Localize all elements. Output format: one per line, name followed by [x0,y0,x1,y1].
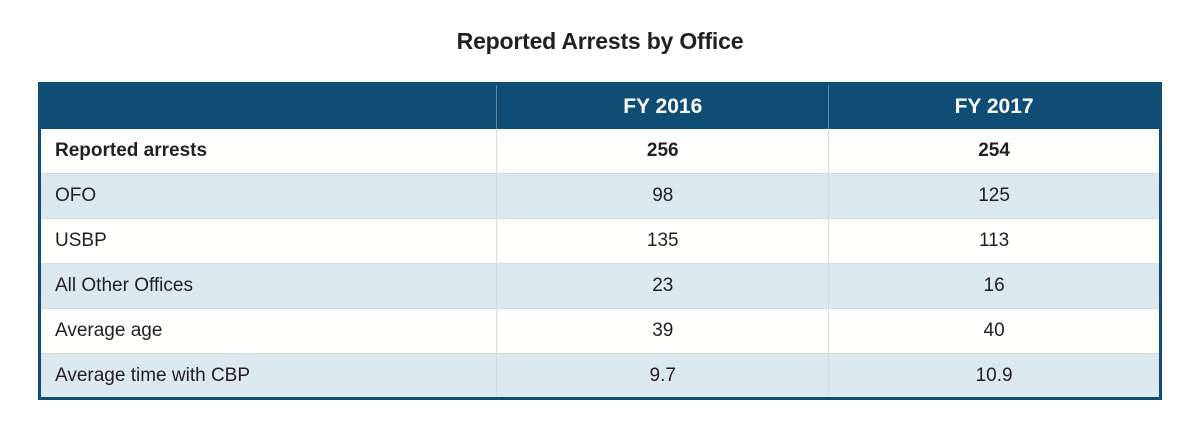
chart-title: Reported Arrests by Office [456,28,744,54]
value-fy2017: 113 [828,218,1161,264]
table-row-ofo: OFO 98 125 [39,173,1161,219]
value-fy2017: 16 [828,263,1161,309]
reported-arrests-table: FY 2016 FY 2017 Reported arrests 256 254… [38,82,1162,400]
table-row-reported-arrests: Reported arrests 256 254 [39,128,1161,174]
row-label: Average age [39,308,497,354]
value-fy2017: 125 [828,173,1161,219]
value-fy2017: 10.9 [828,353,1161,399]
value-fy2017: 40 [828,308,1161,354]
value-fy2016: 23 [496,263,829,309]
row-label: Reported arrests [39,128,497,174]
value-fy2016: 39 [496,308,829,354]
row-label: OFO [39,173,497,219]
table-row-usbp: USBP 135 113 [39,218,1161,264]
table-header: FY 2016 FY 2017 [39,83,1161,129]
value-fy2016: 135 [496,218,829,264]
table-row-all-other-offices: All Other Offices 23 16 [39,263,1161,309]
header-cell-fy2016: FY 2016 [496,83,829,129]
table-row-average-time-with-cbp: Average time with CBP 9.7 10.9 [39,353,1161,399]
value-fy2017: 254 [828,128,1161,174]
row-label: All Other Offices [39,263,497,309]
header-cell-label [39,83,497,129]
header-row: FY 2016 FY 2017 [39,83,1161,129]
table-row-average-age: Average age 39 40 [39,308,1161,354]
value-fy2016: 98 [496,173,829,219]
table-body: Reported arrests 256 254 OFO 98 125 USBP… [39,128,1161,399]
row-label: USBP [39,218,497,264]
value-fy2016: 9.7 [496,353,829,399]
row-label: Average time with CBP [39,353,497,399]
header-cell-fy2017: FY 2017 [828,83,1161,129]
value-fy2016: 256 [496,128,829,174]
